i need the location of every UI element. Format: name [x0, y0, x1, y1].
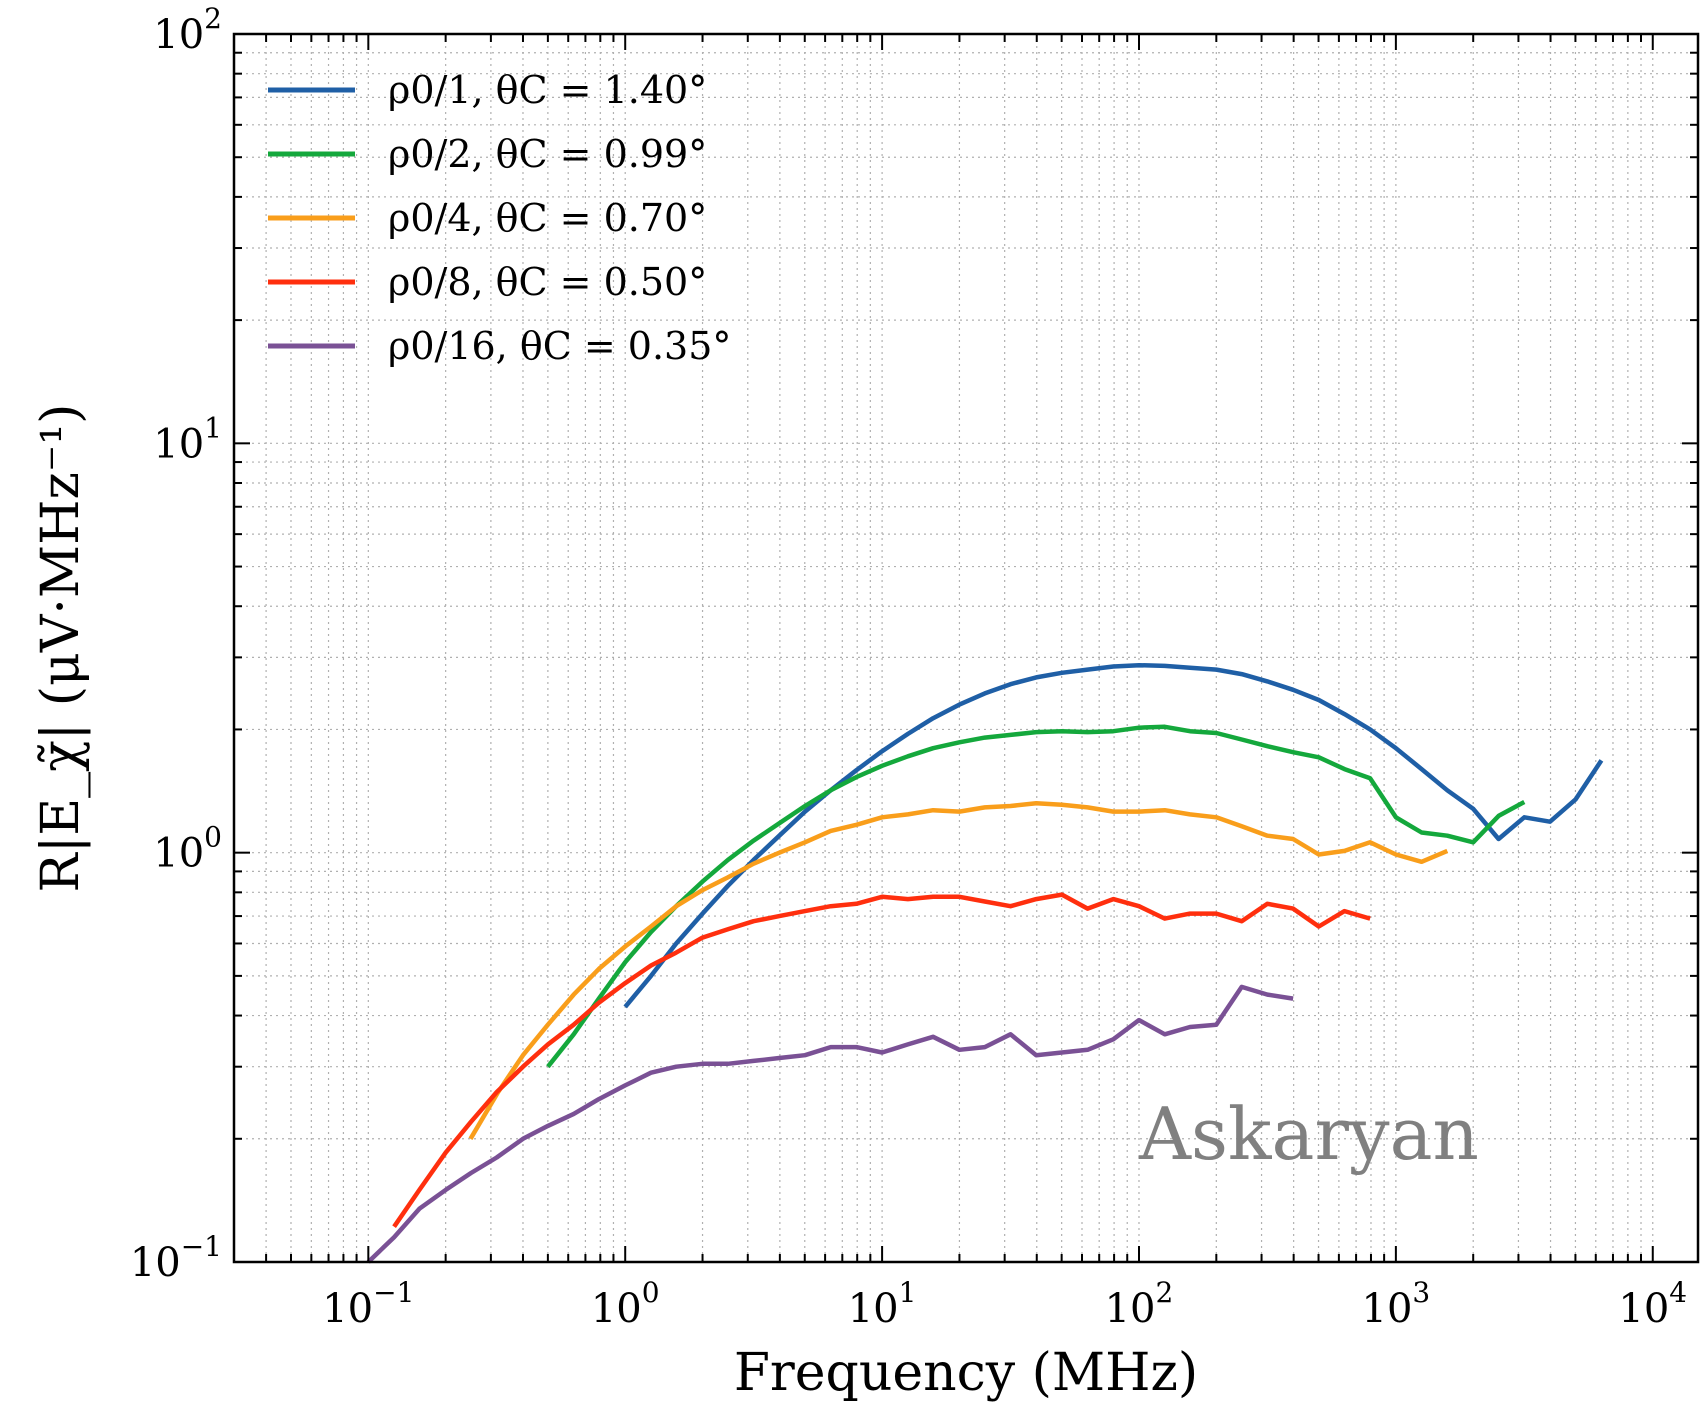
series-line-1 — [623, 662, 1604, 1009]
x-axis-label: Frequency (MHz) — [734, 1343, 1198, 1403]
legend-label-3: ρ0/4, θC = 0.70° — [388, 196, 707, 240]
axis-ticks — [233, 33, 1698, 1263]
legend-label-1: ρ0/1, θC = 1.40° — [388, 68, 707, 112]
askaryan-annotation: Askaryan — [1138, 1092, 1479, 1176]
tick-labels: 10−1 100 101 102 103 104 10−1 100 101 102 — [130, 2, 1687, 1332]
legend: ρ0/1, θC = 1.40° ρ0/2, θC = 0.99° ρ0/4, θC… — [268, 68, 731, 368]
x-tick-label: 101 — [848, 1276, 917, 1332]
x-tick-label: 100 — [591, 1276, 660, 1332]
series-line-2 — [546, 724, 1526, 1069]
y-tick-label: 100 — [153, 821, 222, 877]
grid-lines — [233, 33, 1698, 1263]
x-tick-label: 102 — [1105, 1276, 1174, 1332]
legend-label-5: ρ0/16, θC = 0.35° — [388, 324, 731, 368]
series-line-4 — [392, 892, 1371, 1228]
x-tick-label: 103 — [1362, 1276, 1431, 1332]
plot-frame — [232, 32, 1700, 1264]
legend-label-2: ρ0/2, θC = 0.99° — [388, 132, 707, 176]
y-axis-label: R|E_χ̃| (μV·MHz⁻¹) — [31, 404, 91, 893]
series-line-5 — [366, 984, 1294, 1264]
series-layer — [366, 662, 1604, 1264]
y-tick-label: 102 — [153, 2, 222, 58]
x-tick-label: 104 — [1618, 1276, 1687, 1332]
legend-label-4: ρ0/8, θC = 0.50° — [388, 260, 707, 304]
x-tick-label: 10−1 — [322, 1276, 414, 1332]
series-line-3 — [468, 801, 1449, 1140]
y-tick-label: 101 — [153, 411, 222, 467]
y-tick-label: 10−1 — [130, 1230, 222, 1286]
